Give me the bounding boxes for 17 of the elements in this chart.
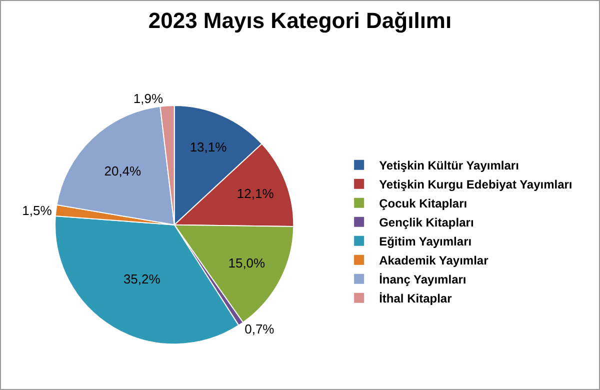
data-label: 1,9% xyxy=(133,90,164,106)
legend-label: İthal Kitaplar xyxy=(379,292,452,306)
data-label: 15,0% xyxy=(228,256,266,271)
legend-label: Çocuk Kitapları xyxy=(379,196,468,211)
legend-label: Yetişkin Kültür Yayımları xyxy=(379,158,519,173)
data-label: 35,2% xyxy=(123,271,161,286)
data-label: 20,4% xyxy=(104,163,142,178)
legend-label: Eğitim Yayımları xyxy=(379,234,472,249)
chart-title: 2023 Mayıs Kategori Dağılımı xyxy=(148,8,452,34)
data-label: 1,5% xyxy=(22,202,52,218)
legend-label: Gençlik Kitapları xyxy=(379,216,474,230)
data-label: 13,1% xyxy=(190,139,228,154)
legend-label: Yetişkin Kurgu Edebiyat Yayımları xyxy=(379,178,572,192)
legend-label: İnanç Yayımları xyxy=(379,272,466,287)
data-label: 0,7% xyxy=(244,322,275,337)
legend-label: Akademik Yayımlar xyxy=(379,254,489,268)
data-label: 12,1% xyxy=(236,186,274,202)
